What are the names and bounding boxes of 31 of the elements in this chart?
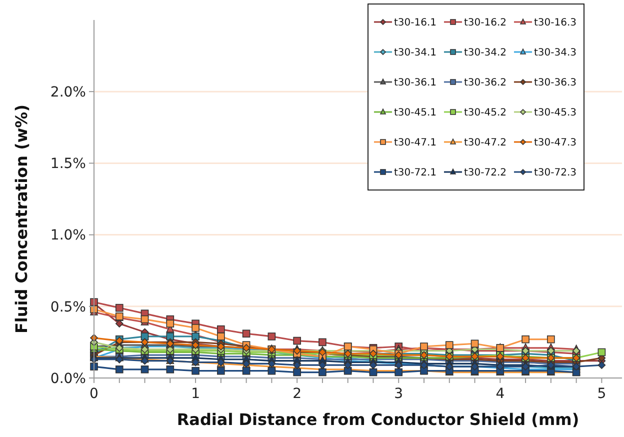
legend-label: t30-34.1: [394, 48, 437, 58]
y-tick-label: 1.0%: [50, 228, 86, 244]
legend-label: t30-47.3: [534, 138, 577, 148]
legend-label: t30-72.1: [394, 168, 437, 178]
legend-label: t30-45.1: [394, 108, 437, 118]
y-tick-label: 0.5%: [50, 299, 86, 316]
legend-label: t30-16.1: [394, 18, 437, 28]
legend-label: t30-47.2: [464, 138, 507, 148]
x-tick-label: 2: [292, 386, 302, 402]
legend-label: t30-47.1: [394, 138, 437, 148]
x-tick-label: 3: [394, 386, 404, 402]
legend-label: t30-45.2: [464, 108, 507, 118]
x-tick-label: 0: [90, 386, 98, 402]
x-tick-label: 1: [191, 386, 200, 402]
legend-label: t30-36.1: [394, 78, 437, 88]
legend-label: t30-45.3: [534, 108, 577, 118]
y-tick-label: 0.0%: [50, 370, 86, 387]
y-tick-label: 2.0%: [50, 84, 86, 100]
y-tick-label: 1.5%: [50, 156, 86, 172]
legend-label: t30-16.3: [534, 18, 577, 28]
legend-label: t30-36.3: [534, 78, 577, 88]
x-tick-label: 4: [496, 386, 505, 402]
y-axis-title: Fluid Concentration (w%): [12, 104, 31, 334]
x-tick-label: 5: [597, 386, 606, 402]
x-axis-title: Radial Distance from Conductor Shield (mm): [176, 410, 580, 429]
legend-label: t30-72.2: [464, 168, 507, 178]
legend-label: t30-34.2: [464, 48, 507, 58]
legend-label: t30-34.3: [534, 48, 577, 58]
legend-label: t30-16.2: [464, 18, 507, 28]
legend-label: t30-36.2: [464, 78, 507, 88]
legend-label: t30-72.3: [534, 168, 577, 178]
